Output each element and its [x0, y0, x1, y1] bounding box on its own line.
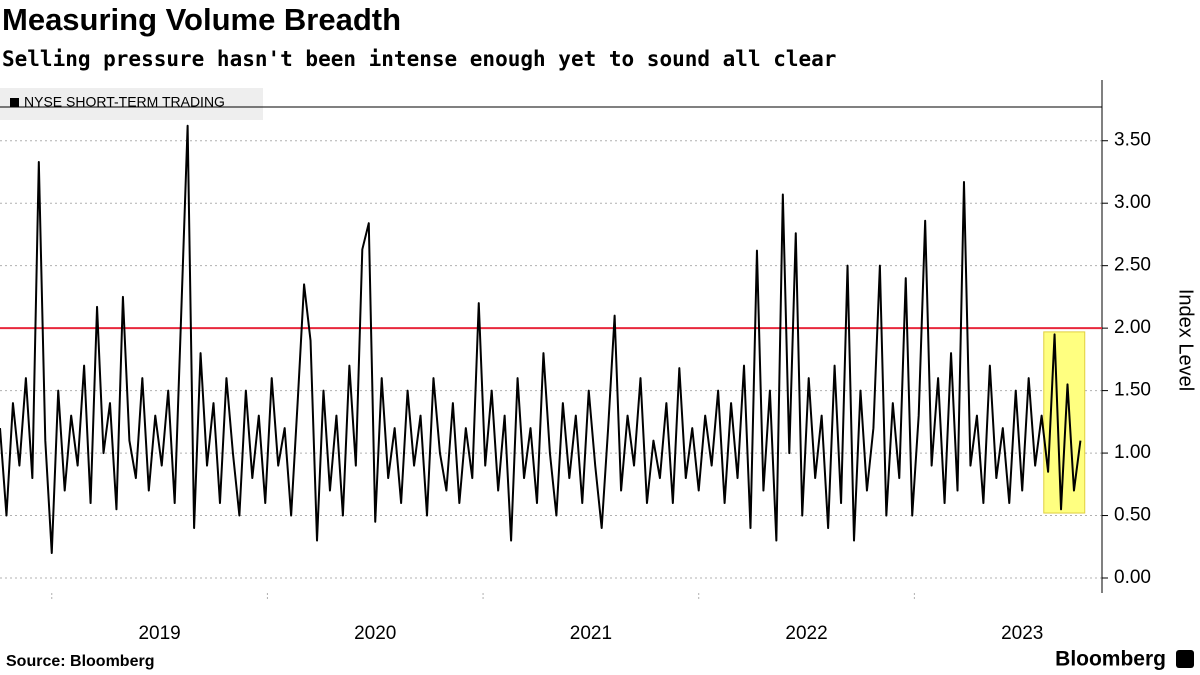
legend-box [0, 88, 263, 120]
legend-label: NYSE SHORT-TERM TRADING [24, 94, 225, 110]
x-tick-label: 2020 [354, 623, 396, 644]
x-tick-label: 2021 [570, 623, 612, 644]
y-tick-label: 3.00 [1114, 192, 1151, 213]
series-line [0, 124, 1082, 555]
x-tick-label: 2019 [138, 623, 180, 644]
legend-swatch [10, 98, 19, 107]
y-tick-label: 1.00 [1114, 442, 1151, 463]
brand-icon [1176, 650, 1194, 668]
x-tick-label: 2022 [785, 623, 827, 644]
x-tick-label: 2023 [1001, 623, 1043, 644]
y-tick-label: 0.00 [1114, 567, 1151, 588]
y-tick-label: 3.50 [1114, 130, 1151, 151]
y-axis-label: Index Level [1175, 289, 1197, 391]
source: Source: Bloomberg [6, 653, 154, 670]
chart-title: Measuring Volume Breadth [2, 2, 401, 37]
brand: Bloomberg [1055, 648, 1166, 671]
y-tick-label: 0.50 [1114, 505, 1151, 526]
y-tick-label: 2.50 [1114, 255, 1151, 276]
y-tick-label: 2.00 [1114, 317, 1151, 338]
y-tick-label: 1.50 [1114, 380, 1151, 401]
chart-subtitle: Selling pressure hasn't been intense eno… [2, 47, 836, 71]
